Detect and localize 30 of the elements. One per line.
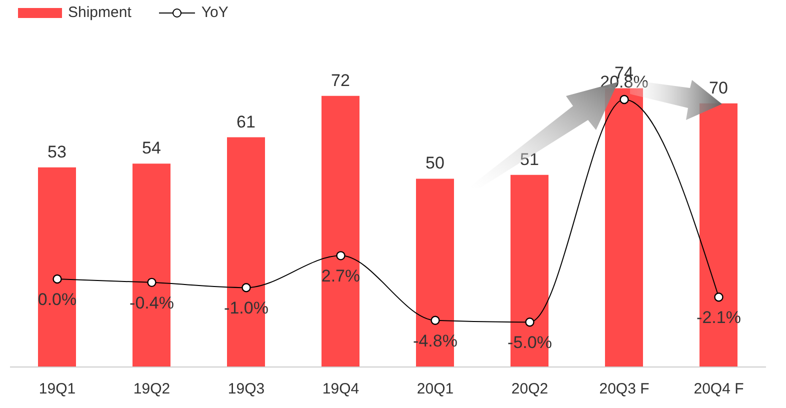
x-tick-label: 19Q2 <box>133 380 170 398</box>
data-label: 70 <box>709 78 728 98</box>
data-label: 72 <box>331 70 350 90</box>
x-tick-label: 20Q1 <box>416 380 454 398</box>
point <box>620 94 629 104</box>
point <box>242 283 251 292</box>
x-tick-label: 20Q4 F <box>694 380 744 398</box>
data-label: 61 <box>236 112 256 132</box>
data-label: 2.7% <box>321 266 360 286</box>
point <box>336 251 346 260</box>
data-label: 51 <box>520 150 539 169</box>
point <box>525 318 534 327</box>
data-label: 50 <box>426 154 444 173</box>
legend-label: Shipment <box>68 4 132 21</box>
data-label: 53 <box>48 142 66 162</box>
point <box>147 278 156 288</box>
point <box>52 274 62 284</box>
data-label: 0.0% <box>38 290 77 309</box>
data-label: 54 <box>142 138 161 158</box>
x-tick-label: 19Q1 <box>38 380 76 398</box>
legend-label: YoY <box>201 4 228 21</box>
x-tick-label: 19Q3 <box>228 380 265 398</box>
bar <box>322 96 360 367</box>
bar <box>605 88 643 367</box>
x-tick-label: 20Q2 <box>511 380 548 398</box>
x-tick-label: 20Q3 F <box>599 380 650 398</box>
bar <box>38 167 76 367</box>
point <box>430 316 440 325</box>
x-tick-label: 19Q4 <box>322 380 360 398</box>
point <box>714 292 724 302</box>
